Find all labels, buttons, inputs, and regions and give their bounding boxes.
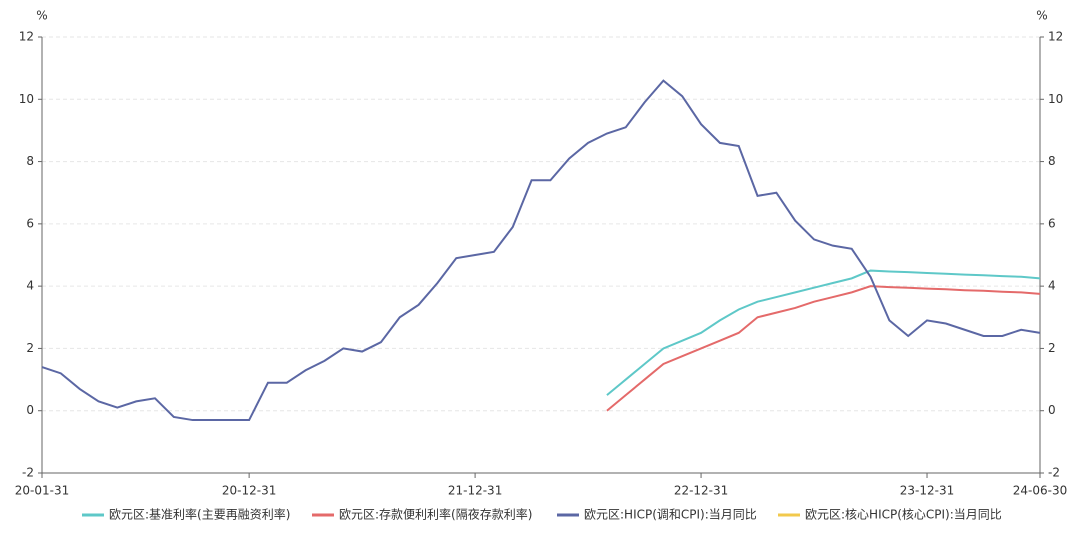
y-tick-label: 0 [26, 403, 34, 417]
y2-tick-label: 0 [1048, 403, 1056, 417]
y-tick-label: 6 [26, 216, 34, 230]
legend-label: 欧元区:核心HICP(核心CPI):当月同比 [805, 508, 1002, 522]
x-tick-label: 22-12-31 [674, 484, 728, 498]
y-tick-label: 8 [26, 154, 34, 168]
y-tick-label: -2 [22, 466, 34, 480]
y2-tick-label: -2 [1048, 466, 1060, 480]
x-tick-label: 20-01-31 [15, 484, 69, 498]
x-tick-label: 21-12-31 [448, 484, 502, 498]
y2-axis-label: % [1036, 9, 1047, 23]
legend-label: 欧元区:存款便利利率(隔夜存款利率) [339, 507, 532, 522]
legend-label: 欧元区:基准利率(主要再融资利率) [109, 507, 290, 522]
x-tick-label: 23-12-31 [900, 484, 954, 498]
y-tick-label: 12 [19, 30, 34, 44]
x-tick-label: 20-12-31 [222, 484, 276, 498]
y-tick-label: 10 [19, 92, 34, 106]
y2-tick-label: 12 [1048, 30, 1063, 44]
y-tick-label: 2 [26, 341, 34, 355]
y-axis-label: % [36, 9, 47, 23]
y2-tick-label: 2 [1048, 341, 1056, 355]
series-line [41, 79, 1041, 422]
y-tick-label: 4 [26, 279, 34, 293]
y2-tick-label: 10 [1048, 92, 1063, 106]
series-line [606, 269, 1041, 396]
legend-label: 欧元区:HICP(调和CPI):当月同比 [584, 508, 757, 522]
y2-tick-label: 8 [1048, 154, 1056, 168]
series-line [606, 285, 1041, 412]
y2-tick-label: 6 [1048, 216, 1056, 230]
y2-tick-label: 4 [1048, 279, 1056, 293]
x-tick-label: 24-06-30 [1013, 484, 1067, 498]
